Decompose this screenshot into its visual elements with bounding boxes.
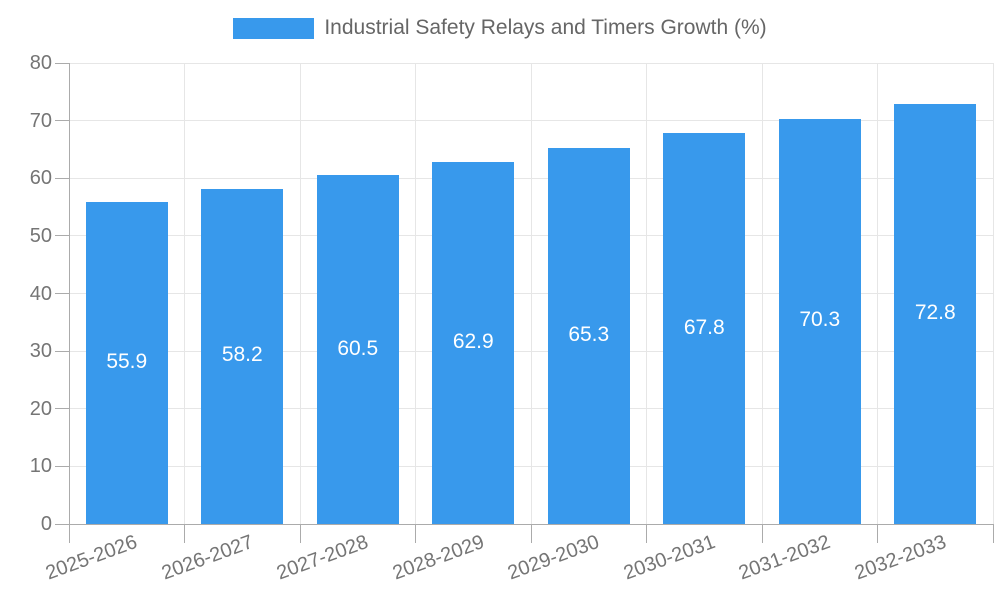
bar-value-label: 58.2 bbox=[221, 343, 263, 367]
y-axis-tick bbox=[55, 235, 69, 237]
gridline-vertical bbox=[184, 63, 185, 524]
bar[interactable] bbox=[663, 133, 746, 524]
y-axis-tick-label: 10 bbox=[29, 455, 52, 478]
x-axis-tick-label: 2026-2027 bbox=[158, 531, 256, 585]
y-axis-line bbox=[68, 63, 70, 524]
bar[interactable] bbox=[778, 118, 861, 524]
y-axis-tick-label: 40 bbox=[29, 282, 52, 305]
legend-label: Industrial Safety Relays and Timers Grow… bbox=[324, 16, 767, 39]
bar[interactable] bbox=[201, 188, 284, 524]
y-axis-tick bbox=[55, 177, 69, 179]
legend-swatch bbox=[233, 17, 315, 39]
y-axis-tick-label: 20 bbox=[29, 397, 52, 420]
y-axis-tick-label: 30 bbox=[29, 340, 52, 363]
x-axis-tick bbox=[68, 524, 70, 543]
y-axis-tick-label: 70 bbox=[29, 109, 52, 132]
y-axis-tick-label: 50 bbox=[29, 224, 52, 247]
y-axis-tick bbox=[55, 350, 69, 352]
bar-value-label: 62.9 bbox=[452, 329, 494, 353]
gridline-vertical bbox=[992, 63, 994, 524]
y-axis-tick-label: 0 bbox=[40, 513, 52, 535]
gridline-vertical bbox=[646, 63, 647, 524]
chart-legend: Industrial Safety Relays and Timers Grow… bbox=[0, 16, 1000, 40]
x-axis-tick bbox=[992, 524, 994, 543]
bar-value-label: 70.3 bbox=[799, 308, 841, 332]
bar[interactable] bbox=[894, 104, 977, 524]
bar-value-label: 65.3 bbox=[568, 322, 610, 346]
gridline-vertical bbox=[877, 63, 878, 524]
x-axis-tick-label: 2025-2026 bbox=[42, 531, 141, 585]
y-axis-tick bbox=[55, 62, 69, 64]
x-axis-tick-label: 2029-2030 bbox=[504, 531, 603, 585]
y-axis-tick bbox=[55, 120, 69, 122]
y-axis-tick-label: 80 bbox=[29, 52, 52, 74]
bar-value-label: 55.9 bbox=[106, 349, 148, 373]
x-axis-tick bbox=[530, 524, 532, 543]
x-axis-tick bbox=[299, 524, 301, 543]
x-axis-tick-label: 2030-2031 bbox=[620, 531, 718, 585]
bar[interactable] bbox=[432, 161, 515, 524]
x-axis-tick bbox=[761, 524, 763, 543]
gridline-vertical bbox=[299, 63, 301, 524]
bar-value-label: 67.8 bbox=[683, 315, 725, 339]
bar-value-label: 72.8 bbox=[914, 301, 956, 325]
x-axis-line bbox=[69, 523, 993, 525]
bar[interactable] bbox=[316, 175, 399, 524]
gridline-vertical bbox=[530, 63, 532, 524]
x-axis-tick-label: 2032-2033 bbox=[851, 531, 949, 585]
x-axis-tick bbox=[877, 524, 878, 543]
gridline-vertical bbox=[415, 63, 416, 524]
x-axis-tick-label: 2027-2028 bbox=[273, 531, 372, 585]
x-axis-tick bbox=[415, 524, 416, 543]
y-axis-tick-label: 60 bbox=[29, 167, 52, 190]
legend-item[interactable]: Industrial Safety Relays and Timers Grow… bbox=[233, 16, 767, 40]
x-axis-tick-label: 2028-2029 bbox=[389, 531, 487, 585]
y-axis-tick bbox=[55, 408, 69, 410]
x-axis-tick-label: 2031-2032 bbox=[735, 531, 834, 585]
x-axis-tick bbox=[646, 524, 647, 543]
bar[interactable] bbox=[547, 147, 630, 524]
y-axis-tick bbox=[55, 465, 69, 467]
bar[interactable] bbox=[85, 201, 168, 524]
y-axis-tick bbox=[55, 523, 69, 525]
x-axis-tick bbox=[184, 524, 185, 543]
gridline-vertical bbox=[761, 63, 763, 524]
bar-value-label: 60.5 bbox=[337, 336, 379, 360]
y-axis-tick bbox=[55, 293, 69, 294]
